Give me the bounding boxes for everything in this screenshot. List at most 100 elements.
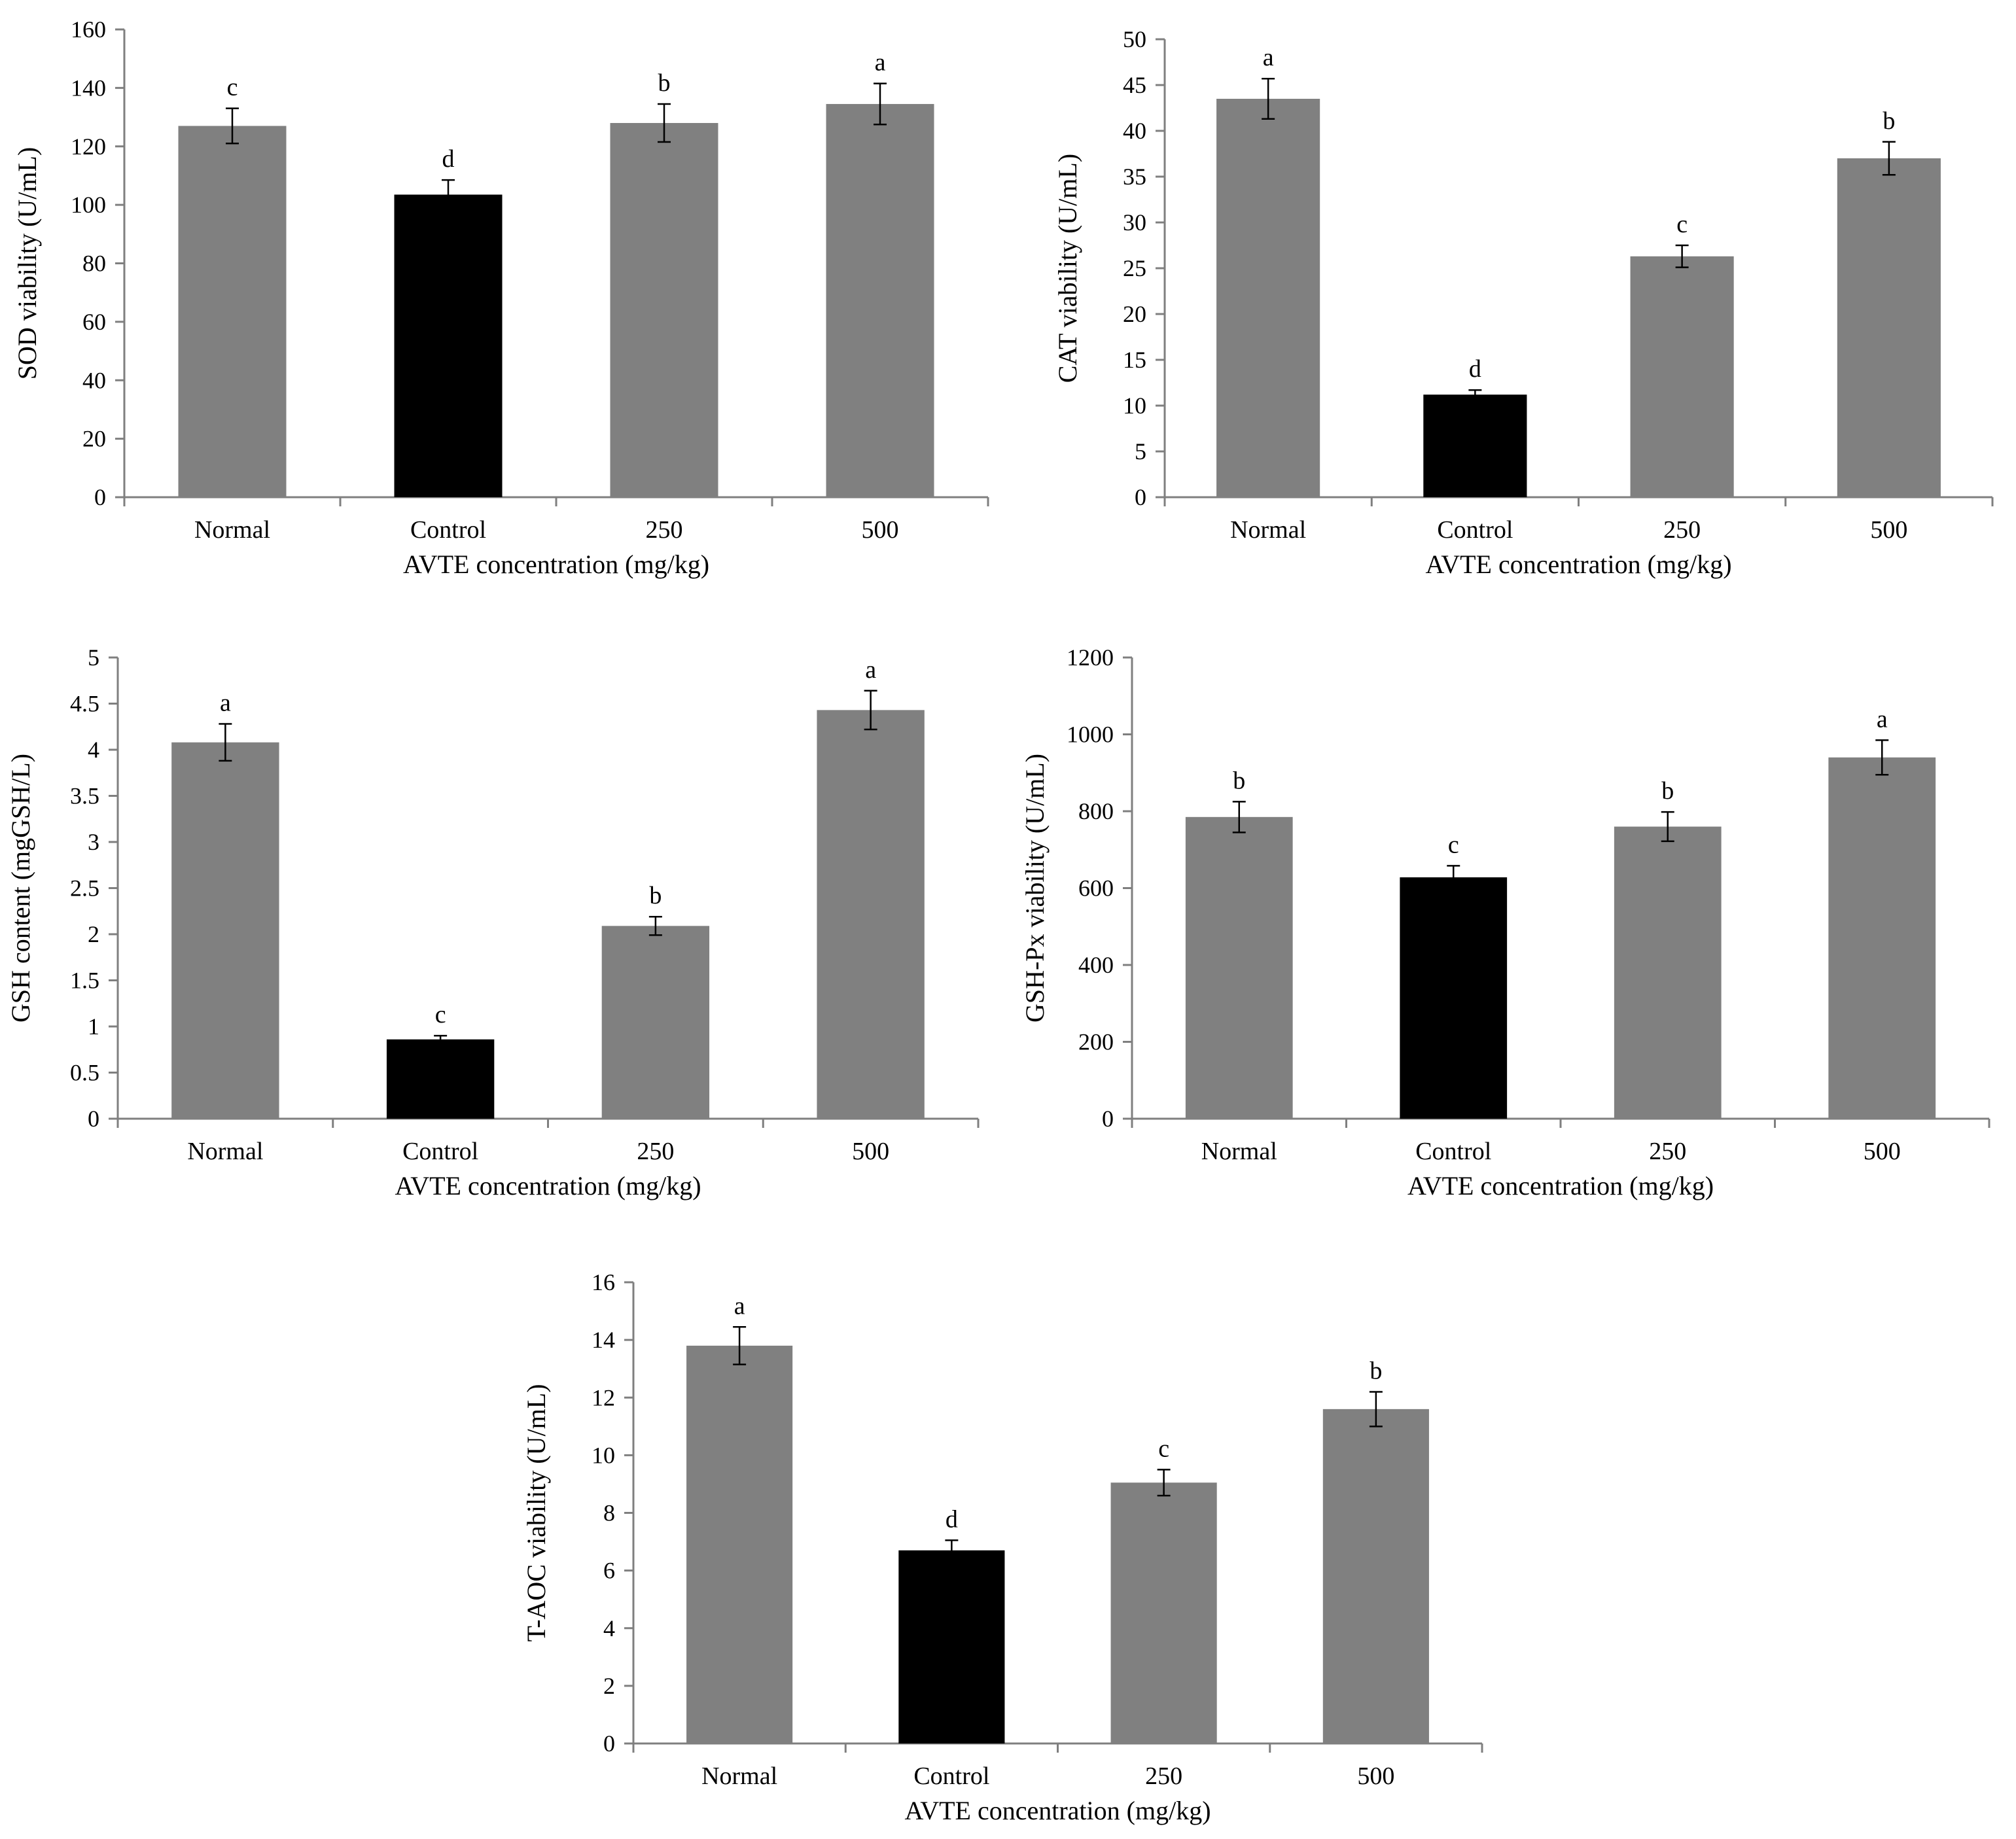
category-label: Control [402, 1138, 478, 1165]
significance-label: c [227, 74, 238, 101]
y-tick-label: 14 [592, 1327, 615, 1353]
control-bar [898, 1550, 1005, 1743]
significance-label: d [442, 145, 455, 173]
y-tick-label: 30 [1123, 209, 1146, 236]
bar [826, 103, 934, 497]
category-label: 250 [1145, 1762, 1182, 1790]
category-label: 500 [1357, 1762, 1394, 1790]
y-tick-label: 16 [592, 1269, 615, 1295]
y-tick-label: 5 [88, 644, 99, 671]
bar [1828, 757, 1936, 1119]
y-tick-label: 0 [88, 1106, 99, 1132]
y-tick-label: 10 [1123, 393, 1146, 419]
y-tick-label: 5 [1135, 438, 1146, 464]
chart-gsh-px: 0 200 400 600 800 1000 1200 b Normal c Control b 250… [1020, 644, 1990, 1200]
bar [1630, 256, 1734, 497]
bar [1110, 1482, 1217, 1743]
control-bar [386, 1039, 495, 1119]
y-tick-label: 200 [1078, 1029, 1114, 1055]
y-tick-label: 20 [82, 426, 106, 452]
y-tick-label: 600 [1078, 875, 1114, 902]
y-tick-label: 0 [1135, 484, 1146, 510]
y-tick-label: 6 [603, 1558, 615, 1584]
y-tick-label: 0 [603, 1730, 615, 1757]
control-bar [1400, 877, 1508, 1119]
y-tick-label: 3.5 [70, 783, 99, 809]
y-tick-label: 2.5 [70, 875, 99, 902]
bar [1185, 816, 1293, 1119]
chart-gsh: 0 0.5 1 1.5 2 2.5 3 3.5 4 4.5 5 a Normal c Control b 250… [6, 644, 980, 1200]
category-label: Normal [1230, 516, 1306, 544]
y-tick-label: 1000 [1067, 722, 1114, 748]
y-tick-label: 25 [1123, 255, 1146, 281]
chart-t-aoc: 0 2 4 6 8 10 12 14 16 a Normal d Control c 250 b 500 AVTE… [522, 1269, 1483, 1825]
bar [1837, 158, 1941, 497]
significance-label: b [649, 882, 662, 909]
significance-label: c [1448, 831, 1459, 858]
bar [610, 123, 718, 497]
y-tick-label: 4 [603, 1615, 615, 1641]
y-tick-label: 3 [88, 829, 99, 855]
y-tick-label: 12 [592, 1384, 615, 1410]
y-tick-label: 15 [1123, 347, 1146, 373]
category-label: Control [913, 1762, 989, 1790]
significance-label: a [734, 1292, 745, 1320]
y-tick-label: 80 [82, 251, 106, 277]
category-label: Normal [194, 516, 270, 544]
y-tick-label: 40 [82, 367, 106, 393]
y-tick-label: 10 [592, 1442, 615, 1468]
control-bar [1423, 394, 1527, 497]
significance-label: b [1370, 1357, 1382, 1384]
y-axis-title: T-AOC viability (U/mL) [522, 1384, 551, 1641]
category-label: Normal [701, 1762, 777, 1790]
y-axis-title: SOD viability (U/mL) [12, 147, 42, 380]
y-tick-label: 2 [88, 921, 99, 947]
x-axis-title: AVTE concentration (mg/kg) [1425, 550, 1731, 579]
y-tick-label: 35 [1123, 164, 1146, 190]
significance-label: b [1883, 107, 1895, 135]
y-tick-label: 45 [1123, 72, 1146, 98]
x-axis-title: AVTE concentration (mg/kg) [395, 1171, 701, 1200]
bar [817, 710, 925, 1119]
y-tick-label: 100 [71, 192, 106, 218]
y-tick-label: 40 [1123, 118, 1146, 144]
y-tick-label: 4.5 [70, 691, 99, 717]
y-tick-label: 1 [88, 1013, 99, 1040]
y-tick-label: 140 [71, 75, 106, 101]
category-label: 250 [1663, 516, 1701, 544]
y-tick-label: 60 [82, 309, 106, 335]
significance-label: a [220, 690, 231, 717]
bar [686, 1345, 793, 1743]
y-tick-label: 0 [1102, 1106, 1114, 1132]
category-label: 500 [1864, 1138, 1901, 1165]
x-axis-title: AVTE concentration (mg/kg) [904, 1796, 1211, 1825]
bar [1216, 99, 1320, 497]
y-tick-label: 0 [94, 484, 106, 510]
category-label: Control [1437, 516, 1513, 544]
y-tick-label: 120 [71, 133, 106, 160]
control-bar [394, 194, 503, 497]
significance-label: c [1676, 211, 1688, 238]
y-tick-label: 0.5 [70, 1060, 99, 1086]
y-axis-title: GSH content (mgGSH/L) [6, 754, 35, 1023]
chart-cat: 0 5 10 15 20 25 30 35 40 45 50 a Normal d Control c 250 b… [1053, 26, 1994, 579]
y-tick-label: 1200 [1067, 644, 1114, 671]
y-tick-label: 400 [1078, 952, 1114, 978]
x-axis-title: AVTE concentration (mg/kg) [1407, 1171, 1714, 1200]
category-label: Normal [187, 1138, 263, 1165]
chart-sod: 0 20 40 60 80 100 120 140 160 c Normal d Control b 250… [12, 16, 989, 579]
y-tick-label: 20 [1123, 301, 1146, 327]
category-label: Control [1415, 1138, 1491, 1165]
y-tick-label: 160 [71, 16, 106, 43]
significance-label: b [1233, 767, 1245, 794]
y-axis-title: GSH-Px viability (U/mL) [1020, 754, 1050, 1023]
significance-label: a [875, 49, 886, 77]
x-axis-title: AVTE concentration (mg/kg) [403, 550, 709, 579]
y-tick-label: 2 [603, 1673, 615, 1699]
bar [1614, 826, 1722, 1119]
significance-label: c [435, 1001, 446, 1028]
category-label: 500 [852, 1138, 889, 1165]
category-label: 500 [862, 516, 899, 544]
significance-label: b [658, 69, 671, 97]
